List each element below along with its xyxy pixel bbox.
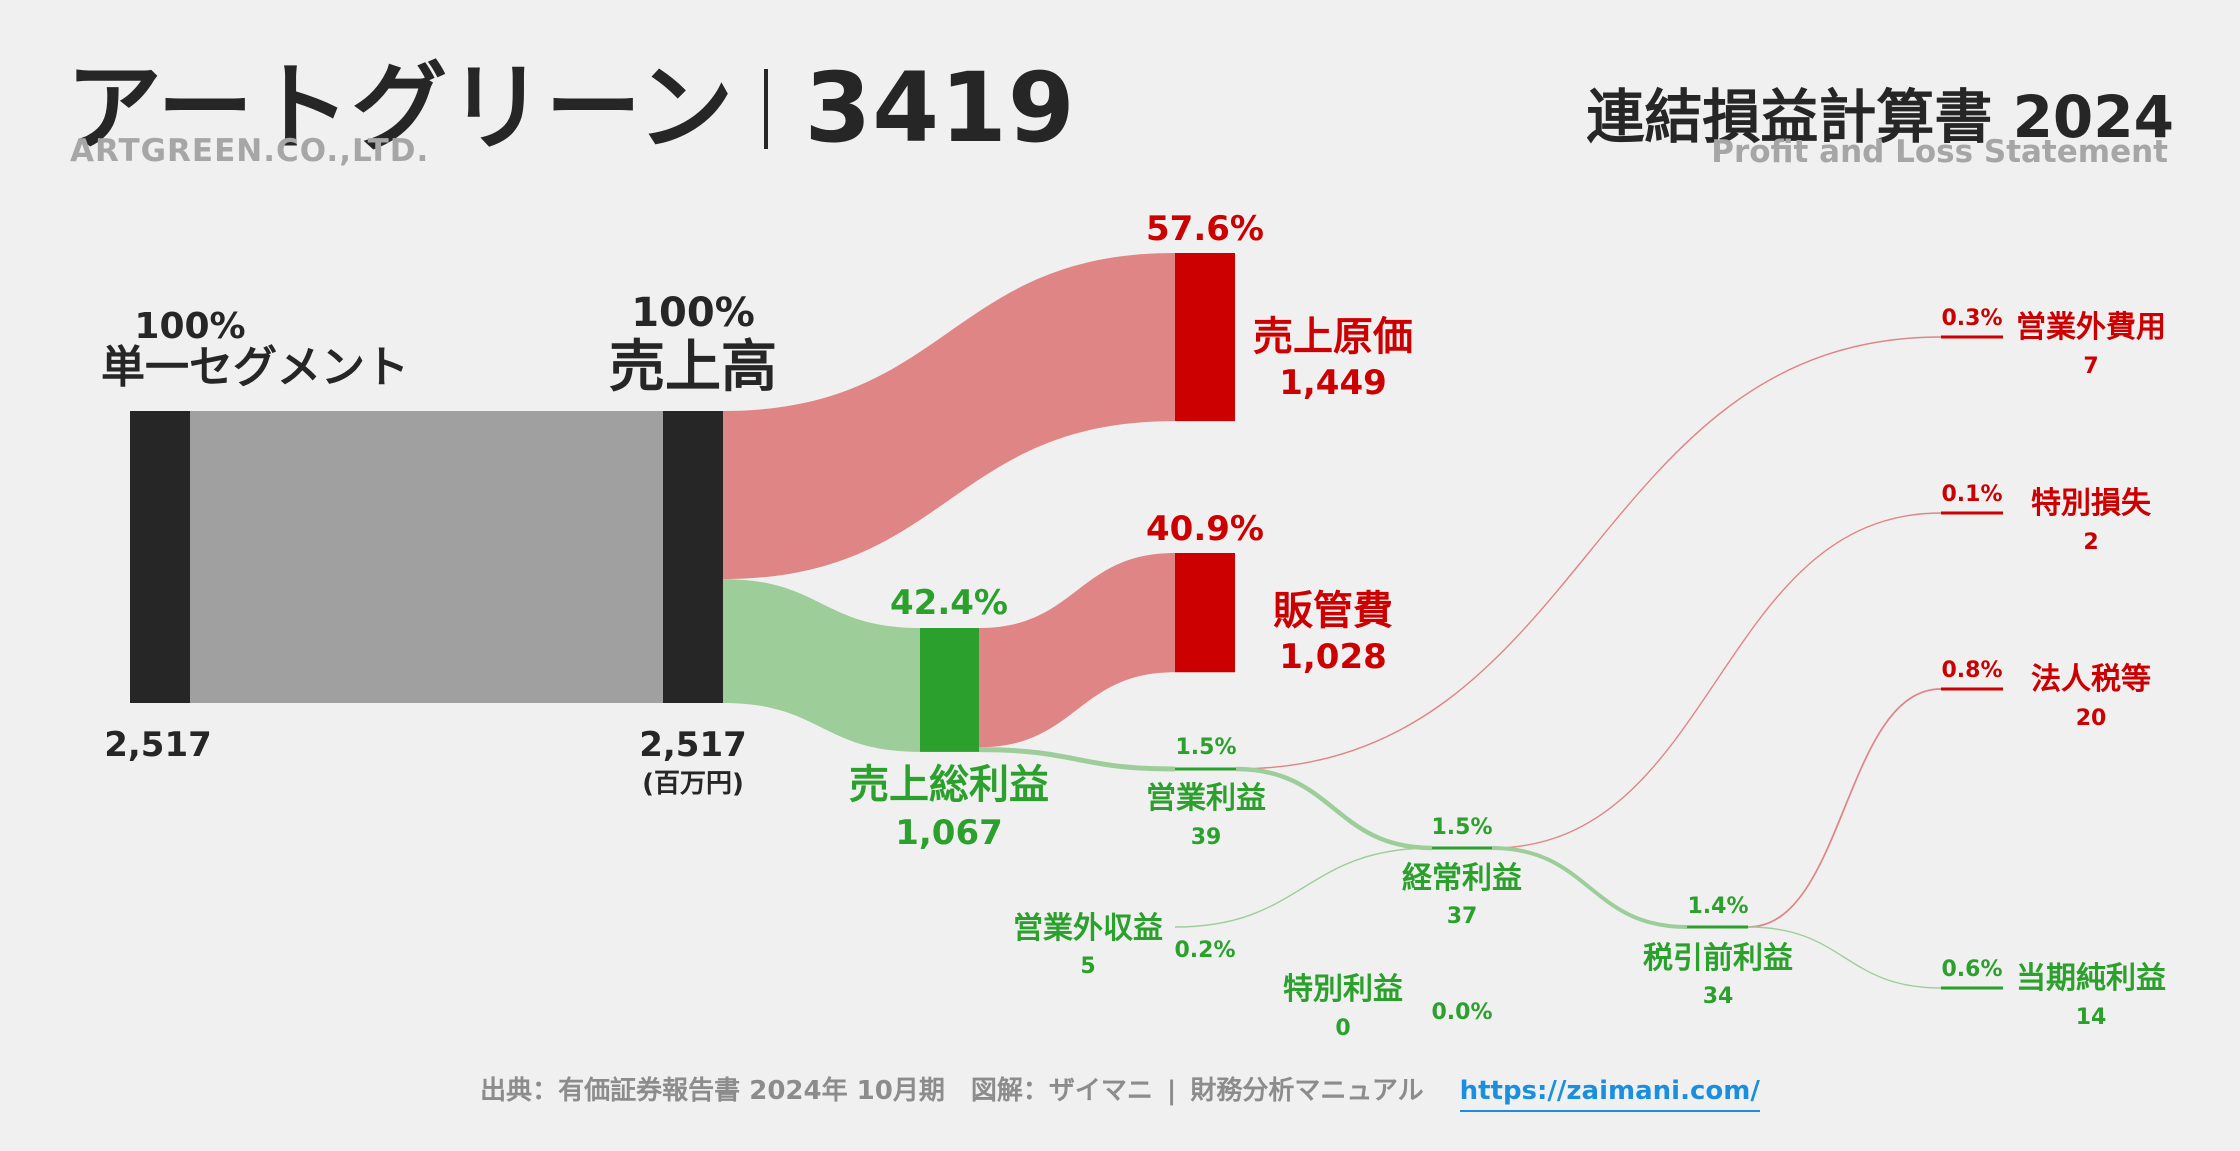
flow-nonop-inc-ordinary (1174, 847, 1433, 928)
flow-ordinary-pretax (1491, 846, 1688, 929)
label-pretax-name: 税引前利益 (1643, 941, 1793, 976)
footer-credit: 図解：ザイマニ (970, 1076, 1153, 1106)
label-sp-loss-value: 2 (2083, 530, 2098, 555)
label-sga-name: 販管費 (1273, 588, 1393, 634)
label-nonop-exp-name: 営業外費用 (2016, 310, 2166, 345)
label-pretax-value: 34 (1703, 984, 1734, 1009)
label-op-value: 39 (1191, 825, 1222, 850)
label-tax-value: 20 (2076, 706, 2107, 731)
label-tax-pct: 0.8% (1941, 658, 2002, 683)
label-cogs-value: 1,449 (1279, 363, 1387, 403)
label-pretax-pct: 1.4% (1687, 894, 1748, 919)
flow-pretax-net (1747, 926, 1942, 989)
label-unit: (百万円) (642, 769, 744, 799)
flow-revenue-cogs (723, 253, 1175, 580)
flow-gross-sga (979, 553, 1175, 748)
stock-code: 3419 (804, 52, 1076, 164)
flow-pretax-tax (1747, 688, 1942, 928)
label-sga-value: 1,028 (1279, 637, 1387, 677)
label-sp-loss-name: 特別損失 (2031, 486, 2152, 521)
node-gross (920, 628, 979, 752)
label-op-name: 営業利益 (1146, 781, 1266, 816)
label-sp-gain-name: 特別利益 (1283, 972, 1403, 1007)
label-revenue-pct: 100% (631, 290, 755, 336)
node-segment (130, 411, 190, 703)
label-nonop-inc-value: 5 (1080, 954, 1095, 979)
flow-gross-op (978, 747, 1176, 772)
flow-segment-revenue (190, 411, 663, 703)
label-segment-name: 単一セグメント (101, 342, 409, 393)
label-nonop-inc-name: 営業外収益 (1013, 911, 1163, 946)
label-gross-name: 売上総利益 (849, 762, 1049, 808)
label-ordinary-name: 経常利益 (1402, 861, 1522, 896)
label-nonop-inc-pct: 0.2% (1174, 938, 1235, 963)
company-name-en: ARTGREEN.CO.,LTD. (70, 133, 430, 169)
label-segment-pct: 100% (134, 306, 245, 347)
label-nonop-exp-pct: 0.3% (1941, 306, 2002, 331)
node-sga (1175, 553, 1235, 673)
node-cogs (1175, 253, 1235, 422)
page-title: アートグリーン 3419 (66, 30, 1076, 169)
label-ordinary-pct: 1.5% (1431, 815, 1492, 840)
nodes (130, 253, 2003, 990)
label-sp-gain-pct: 0.0% (1431, 1000, 1492, 1025)
label-sga-pct: 40.9% (1146, 509, 1264, 549)
label-net-value: 14 (2076, 1005, 2107, 1030)
footer-site-name: 財務分析マニュアル (1190, 1076, 1424, 1106)
label-ordinary-value: 37 (1447, 904, 1478, 929)
label-nonop-exp-value: 7 (2083, 354, 2098, 379)
statement-subtitle: Profit and Loss Statement (1711, 134, 2168, 170)
label-gross-pct: 42.4% (890, 583, 1008, 623)
label-revenue-value: 2,517 (639, 725, 747, 765)
label-tax-name: 法人税等 (2031, 662, 2151, 697)
statement-title: 連結損益計算書 2024 (1586, 83, 2174, 151)
flows (190, 253, 1942, 989)
node-revenue (663, 411, 723, 703)
title-separator (764, 68, 769, 149)
flow-op-ordinary (1235, 766, 1433, 851)
company-name: アートグリーン (66, 52, 735, 164)
label-gross-value: 1,067 (895, 813, 1003, 853)
label-net-pct: 0.6% (1941, 957, 2002, 982)
label-cogs-name: 売上原価 (1253, 314, 1413, 360)
labels: 100%単一セグメント2,517100%売上高2,517(百万円)57.6%売上… (101, 209, 2166, 1041)
label-sp-loss-pct: 0.1% (1941, 482, 2002, 507)
flow-op-nonop-exp (1235, 336, 1942, 770)
label-cogs-pct: 57.6% (1146, 209, 1264, 249)
label-segment-value: 2,517 (104, 725, 212, 765)
label-net-name: 当期純利益 (2016, 961, 2166, 996)
flow-ordinary-sp-loss (1491, 512, 1942, 849)
footer-separator: | (1166, 1076, 1177, 1106)
flow-revenue-gross (723, 579, 920, 752)
footer-link[interactable]: https://zaimani.com/ (1459, 1076, 1760, 1112)
label-op-pct: 1.5% (1175, 735, 1236, 760)
label-revenue-name: 売上高 (609, 335, 777, 400)
footer: 出典：有価証券報告書 2024年 10月期 図解：ザイマニ | 財務分析マニュアル ht… (0, 1070, 2240, 1112)
label-sp-gain-value: 0 (1335, 1016, 1350, 1041)
footer-source: 出典：有価証券報告書 2024年 10月期 (480, 1076, 945, 1106)
